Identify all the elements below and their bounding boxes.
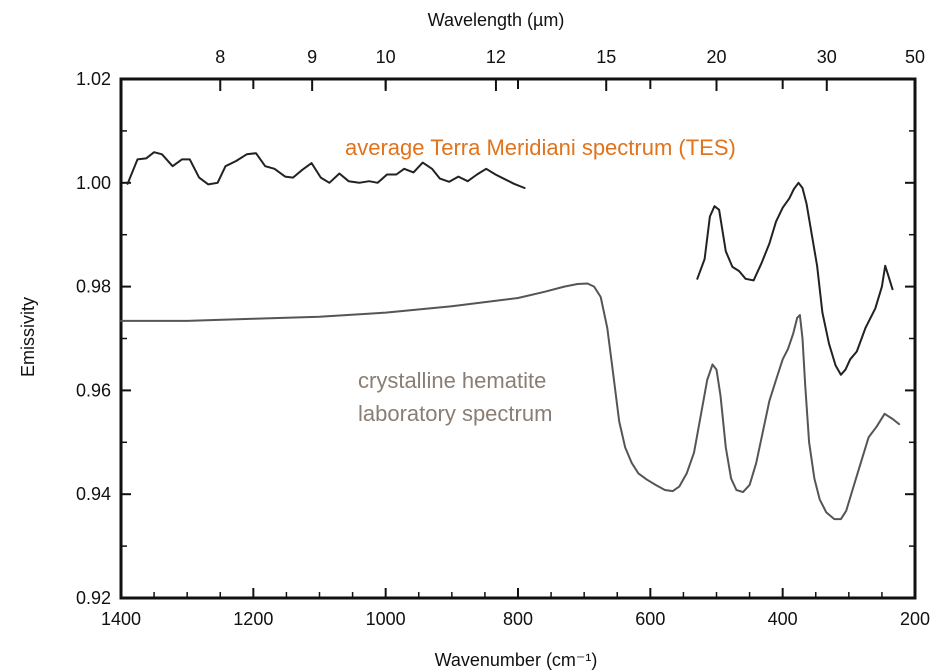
wavelength-tick-label: 15 (596, 47, 616, 67)
x-tick-label: 1400 (101, 609, 141, 629)
x-tick-label: 1200 (233, 609, 273, 629)
wavelength-tick-label: 30 (817, 47, 837, 67)
x-tick-label: 600 (635, 609, 665, 629)
series-line-2 (120, 282, 901, 521)
y-tick-label: 0.94 (76, 484, 111, 504)
y-tick-label: 0.92 (76, 588, 111, 608)
wavelength-tick-label: 10 (376, 47, 396, 67)
y-tick-label: 0.96 (76, 380, 111, 400)
x-axis-title: Wavenumber (cm⁻¹) (435, 650, 598, 670)
hematite-annotation-line2: laboratory spectrum (358, 401, 552, 426)
series-line-1 (696, 181, 894, 376)
hematite-annotation-line1: crystalline hematite (358, 368, 546, 393)
x-tick-label: 1000 (366, 609, 406, 629)
wavelength-tick-label: 8 (215, 47, 225, 67)
y-tick-label: 1.02 (76, 69, 111, 89)
y-axis-title: Emissivity (18, 297, 38, 377)
wavelength-tick-label: 9 (307, 47, 317, 67)
x-tick-label: 400 (768, 609, 798, 629)
wavelength-tick-label: 20 (706, 47, 726, 67)
x-tick-label: 800 (503, 609, 533, 629)
x-tick-label: 200 (900, 609, 930, 629)
series-line-0 (126, 151, 526, 189)
top-axis-title: Wavelength (µm) (428, 10, 565, 30)
wavelength-tick-label: 12 (486, 47, 506, 67)
tes-spectrum-annotation: average Terra Meridiani spectrum (TES) (345, 135, 736, 160)
y-tick-label: 1.00 (76, 173, 111, 193)
y-tick-label: 0.98 (76, 277, 111, 297)
wavelength-tick-label: 50 (905, 47, 925, 67)
